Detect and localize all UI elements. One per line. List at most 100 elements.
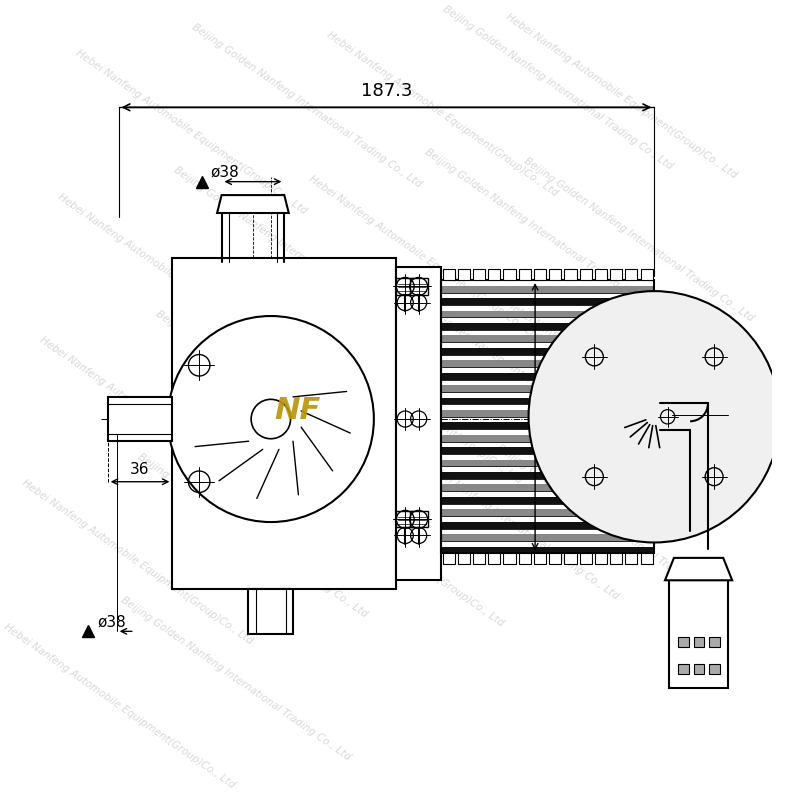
Bar [709,663,720,674]
Bar [534,554,546,564]
Bar [441,280,654,554]
Text: Beijing Golden Nanfeng International Trading Co., Ltd: Beijing Golden Nanfeng International Tra… [154,308,388,476]
Bar [441,348,654,354]
Bar [441,286,654,293]
Bar [678,663,689,674]
Text: 36: 36 [130,462,150,478]
Bar [610,554,622,564]
Bar [108,397,172,442]
Bar [441,398,654,404]
Bar [473,554,486,564]
Bar [488,554,501,564]
Bar [441,410,654,417]
Text: Beijing Golden Nanfeng International Trading Co., Ltd: Beijing Golden Nanfeng International Tra… [118,595,352,762]
Bar [610,270,622,280]
Polygon shape [665,558,732,580]
Bar [441,435,654,442]
Bar [503,270,516,280]
Bar [396,278,414,294]
Bar [396,266,441,580]
Bar [441,460,654,466]
Text: Hebei Nanfeng Automobile Equipment(Group)Co., Ltd: Hebei Nanfeng Automobile Equipment(Group… [271,460,506,629]
Text: Beijing Golden Nanfeng International Trading Co., Ltd: Beijing Golden Nanfeng International Tra… [423,147,657,314]
Circle shape [529,291,780,542]
Bar [396,511,414,527]
Bar [626,270,638,280]
Bar [564,554,577,564]
Bar [172,258,396,590]
Bar [441,510,654,516]
Text: Beijing Golden Nanfeng International Trading Co., Ltd: Beijing Golden Nanfeng International Tra… [441,4,674,171]
Bar [441,360,654,367]
Polygon shape [217,195,289,213]
Text: Hebei Nanfeng Automobile Equipment(Group)Co., Ltd: Hebei Nanfeng Automobile Equipment(Group… [2,622,237,790]
Bar [441,373,654,379]
Bar [595,554,607,564]
Bar [534,270,546,280]
Text: ø84.6: ø84.6 [539,365,554,408]
Bar [441,310,654,318]
Bar [442,270,454,280]
Bar [441,522,654,529]
Circle shape [168,316,374,522]
Text: Beijing Golden Nanfeng International Trading Co., Ltd: Beijing Golden Nanfeng International Tra… [190,22,424,190]
Text: ø38: ø38 [211,165,239,180]
Bar [441,534,654,541]
Bar [564,270,577,280]
Bar [626,554,638,564]
Text: Hebei Nanfeng Automobile Equipment(Group)Co., Ltd: Hebei Nanfeng Automobile Equipment(Group… [20,478,254,646]
Text: C向: C向 [732,407,752,422]
Text: Hebei Nanfeng Automobile Equipment(Group)Co., Ltd: Hebei Nanfeng Automobile Equipment(Group… [325,30,559,198]
Text: ø38: ø38 [97,614,126,630]
Bar [441,422,654,430]
Bar [503,554,516,564]
Bar [549,270,562,280]
Bar [441,485,654,491]
Bar [441,447,654,454]
Bar [641,270,653,280]
Bar [518,270,531,280]
Bar [441,298,654,305]
Bar [694,637,705,647]
Text: Beijing Golden Nanfeng International Trading Co., Ltd: Beijing Golden Nanfeng International Tra… [494,442,728,610]
Bar [458,554,470,564]
Bar [518,554,531,564]
Text: Beijing Golden Nanfeng International Trading Co., Ltd: Beijing Golden Nanfeng International Tra… [522,156,755,324]
Bar [641,554,653,564]
Bar [580,270,592,280]
Text: Beijing Golden Nanfeng International Trading Co., Ltd: Beijing Golden Nanfeng International Tra… [406,290,638,458]
Text: Hebei Nanfeng Automobile Equipment(Group)Co., Ltd: Hebei Nanfeng Automobile Equipment(Group… [306,174,542,342]
Bar [670,580,728,688]
Text: Hebei Nanfeng Automobile Equipment(Group)Co., Ltd: Hebei Nanfeng Automobile Equipment(Group… [74,48,309,217]
Bar [473,270,486,280]
Bar [549,554,562,564]
Text: Hebei Nanfeng Automobile Equipment(Group)Co., Ltd: Hebei Nanfeng Automobile Equipment(Group… [38,334,273,503]
Bar [441,472,654,479]
Bar [441,335,654,342]
Bar [488,270,501,280]
Bar [249,590,294,634]
Text: Hebei Nanfeng Automobile Equipment(Group)Co., Ltd: Hebei Nanfeng Automobile Equipment(Group… [504,299,738,467]
Bar [410,511,428,527]
Text: Hebei Nanfeng Automobile Equipment(Group)Co., Ltd: Hebei Nanfeng Automobile Equipment(Group… [289,317,523,486]
Bar [595,270,607,280]
Text: Beijing Golden Nanfeng International Trading Co., Ltd: Beijing Golden Nanfeng International Tra… [172,165,406,333]
Text: Beijing Golden Nanfeng International Trading Co., Ltd: Beijing Golden Nanfeng International Tra… [137,452,370,619]
Bar [694,663,705,674]
Bar [580,554,592,564]
Bar [678,637,689,647]
Bar [441,546,654,554]
Bar [442,554,454,564]
Bar [709,637,720,647]
Bar [410,278,428,294]
Bar [441,497,654,504]
Text: NF: NF [274,395,321,425]
Text: Beijing Golden Nanfeng International Trading Co., Ltd: Beijing Golden Nanfeng International Tra… [387,434,621,602]
Bar [441,385,654,392]
Bar [458,270,470,280]
Text: Hebei Nanfeng Automobile Equipment(Group)Co., Ltd: Hebei Nanfeng Automobile Equipment(Group… [56,191,290,360]
Text: Hebei Nanfeng Automobile Equipment(Group)Co., Ltd: Hebei Nanfeng Automobile Equipment(Group… [504,12,738,181]
Circle shape [251,399,290,438]
Text: 187.3: 187.3 [361,82,412,100]
Bar [441,323,654,330]
